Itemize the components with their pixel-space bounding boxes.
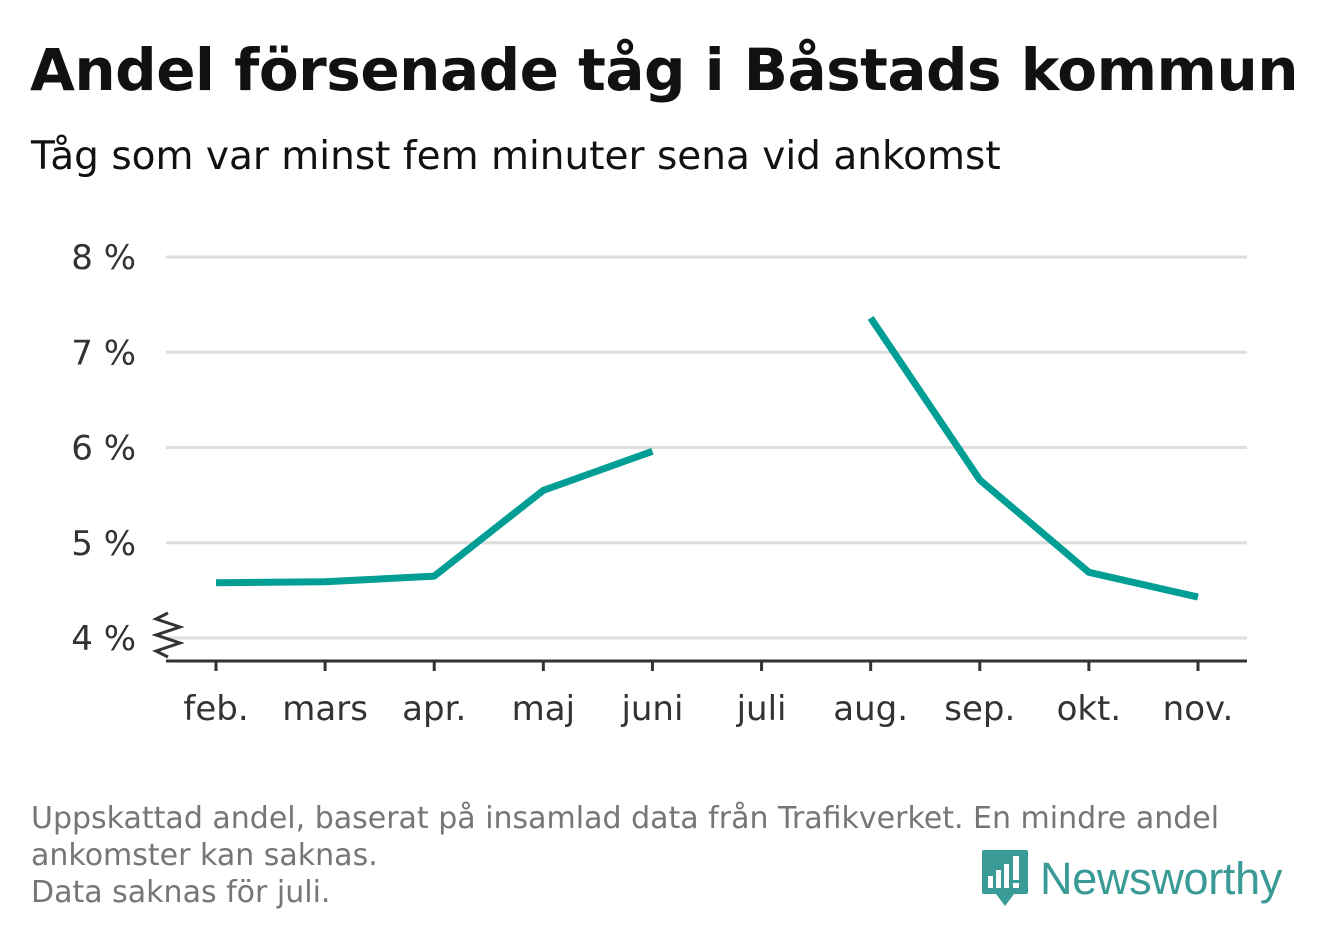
footnote-line-1: Uppskattad andel, baserat på insamlad da… (31, 801, 1220, 836)
x-tick-label: mars (282, 689, 368, 729)
y-tick-label: 5 % (71, 524, 136, 564)
y-tick-label: 8 % (71, 238, 136, 278)
x-tick-label: feb. (183, 689, 248, 729)
axis-break-icon (151, 611, 185, 659)
x-tick-label: sep. (944, 689, 1015, 729)
x-tick-label: aug. (833, 689, 908, 729)
brand-logo: Newsworthy (980, 848, 1282, 910)
brand-name: Newsworthy (1040, 853, 1283, 904)
chart-subtitle: Tåg som var minst fem minuter sena vid a… (31, 134, 1001, 179)
y-axis-ticks: 4 % 5 % 6 % 7 % 8 % (71, 238, 136, 659)
y-tick-label: 7 % (71, 333, 136, 373)
series-lines (215, 316, 1199, 601)
chart-title: Andel försenade tåg i Båstads kommun (30, 36, 1299, 104)
footnote-line-3: Data saknas för juli. (31, 875, 331, 910)
x-tick-label: okt. (1057, 689, 1122, 729)
y-tick-label: 6 % (71, 429, 136, 469)
series-line (215, 448, 654, 587)
x-tick-label: maj (512, 689, 575, 729)
x-axis: feb. mars apr. maj juni juli aug. sep. okt. nov. (151, 611, 1247, 729)
y-tick-label: 4 % (71, 619, 136, 659)
gridlines (166, 255, 1247, 640)
x-tick-label: juli (736, 689, 787, 729)
x-tick-label: juni (620, 689, 683, 729)
x-tick-label: nov. (1163, 689, 1234, 729)
chart-footnote: Uppskattad andel, baserat på insamlad da… (31, 800, 1291, 911)
x-tick-label: apr. (402, 689, 466, 729)
series-line (867, 316, 1199, 601)
footnote-line-2: ankomster kan saknas. (31, 838, 378, 873)
newsworthy-logo-icon (982, 850, 1028, 906)
line-chart: 4 % 5 % 6 % 7 % 8 % feb. mars apr. maj juni juli a… (71, 238, 1247, 729)
